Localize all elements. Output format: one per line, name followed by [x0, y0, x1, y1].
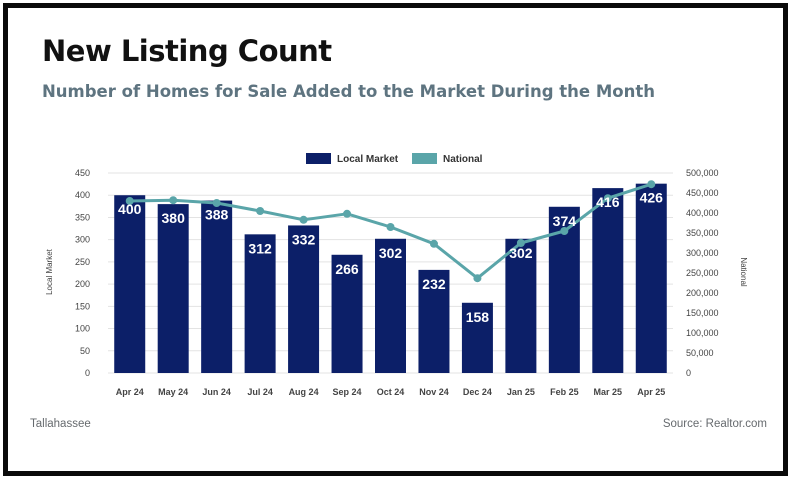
y2-tick-label: 350,000 [686, 228, 719, 238]
national-point [125, 197, 134, 205]
national-point [473, 274, 482, 283]
y2-tick-label: 500,000 [686, 168, 719, 178]
bar-nov-24 [418, 269, 450, 373]
legend-label-local-market: Local Market [337, 154, 399, 165]
y-tick-label: 450 [75, 168, 90, 178]
x-tick-label: Apr 25 [637, 387, 665, 397]
y2-tick-label: 50,000 [686, 348, 714, 358]
y-tick-label: 250 [75, 257, 90, 267]
national-point [169, 196, 178, 205]
bar-oct-24 [375, 238, 406, 373]
bar-apr-24 [114, 195, 146, 373]
y2-tick-label: 200,000 [686, 288, 719, 298]
bar-jan-25 [505, 238, 537, 373]
x-tick-label: Mar 25 [594, 387, 623, 397]
y2-tick-label: 300,000 [686, 248, 719, 258]
x-tick-label: Jan 25 [507, 387, 535, 397]
national-point [429, 239, 438, 248]
bar-jun-24 [201, 200, 233, 373]
y-tick-label: 100 [75, 324, 90, 334]
bar-value-label: 312 [248, 240, 272, 256]
bar-value-label: 158 [466, 309, 490, 325]
y-tick-label: 200 [75, 279, 90, 289]
legend-label-national: National [443, 154, 483, 165]
national-point [299, 215, 308, 224]
footer-location: Tallahassee [30, 418, 91, 430]
bar-mar-25 [592, 188, 624, 373]
chart-legend: Local Market National [306, 153, 483, 165]
y2-tick-label: 0 [686, 368, 691, 378]
y2-tick-label: 400,000 [686, 208, 719, 218]
chart-title: New Listing Count [42, 34, 332, 68]
chart-subtitle: Number of Homes for Sale Added to the Ma… [42, 82, 655, 101]
x-tick-label: Dec 24 [463, 387, 492, 397]
national-point [256, 207, 265, 215]
y2-tick-label: 450,000 [686, 188, 719, 198]
bar-value-label: 374 [553, 213, 577, 229]
y2-axis-label: National [739, 257, 748, 287]
x-tick-label: Nov 24 [419, 387, 449, 397]
bar-value-label: 332 [292, 231, 316, 247]
x-tick-label: Sep 24 [333, 387, 362, 397]
y-tick-label: 350 [75, 212, 90, 222]
y-tick-label: 150 [75, 301, 90, 311]
bar-may-24 [157, 204, 189, 373]
bar-value-label: 302 [509, 245, 533, 261]
bar-sep-24 [331, 254, 363, 373]
bar-value-label: 232 [422, 276, 446, 292]
x-tick-label: Oct 24 [377, 387, 405, 397]
y2-tick-label: 100,000 [686, 328, 719, 338]
x-tick-label: May 24 [158, 387, 188, 397]
y-axis-label: Local Market [45, 248, 54, 295]
bar-value-label: 302 [379, 245, 403, 261]
x-tick-label: Jul 24 [247, 387, 273, 397]
x-tick-label: Feb 25 [550, 387, 579, 397]
bar-value-label: 400 [118, 201, 142, 217]
national-point [386, 223, 395, 231]
footer-source: Source: Realtor.com [662, 418, 767, 430]
y2-tick-label: 250,000 [686, 268, 719, 278]
y2-tick-label: 150,000 [686, 308, 719, 318]
national-point [516, 239, 525, 247]
x-tick-label: Aug 24 [289, 387, 319, 397]
national-point [603, 194, 612, 203]
national-point [647, 180, 656, 189]
national-point [560, 227, 569, 235]
legend-swatch-local-market [306, 153, 331, 164]
national-point [343, 209, 352, 218]
x-tick-label: Jun 24 [202, 387, 231, 397]
bar-apr-25 [635, 183, 667, 373]
bar-value-label: 426 [640, 190, 664, 206]
bar-jul-24 [244, 234, 276, 373]
y-tick-label: 50 [80, 346, 90, 356]
national-point [212, 199, 221, 207]
bar-value-label: 266 [335, 261, 359, 277]
x-tick-label: Apr 24 [116, 387, 144, 397]
bar-aug-24 [288, 225, 320, 373]
y-tick-label: 400 [75, 190, 90, 200]
y-tick-label: 300 [75, 235, 90, 245]
bar-value-label: 380 [162, 210, 186, 226]
bar-value-label: 388 [205, 207, 229, 223]
legend-swatch-national [412, 153, 437, 164]
y-tick-label: 0 [85, 368, 90, 378]
bar-dec-24 [461, 302, 493, 373]
bar-value-label: 416 [596, 194, 620, 210]
